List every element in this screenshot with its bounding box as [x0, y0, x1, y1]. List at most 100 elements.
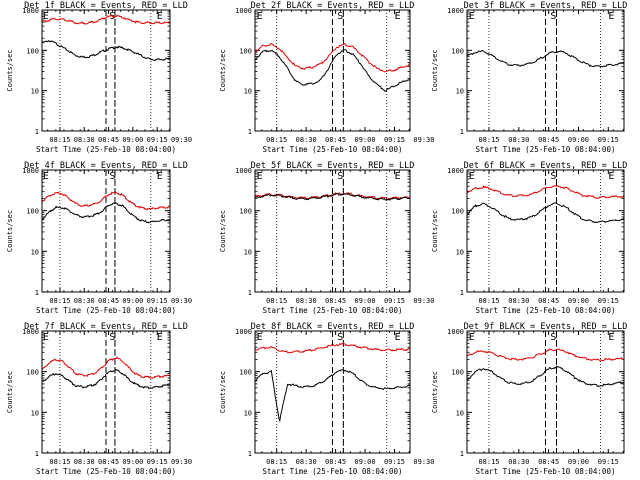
plot-frame: [41, 330, 171, 454]
x-tick-label: 09:15: [384, 136, 405, 144]
panel-title: Det 6f BLACK = Events, RED = LLD: [464, 161, 628, 171]
x-tick-label: 08:15: [478, 458, 499, 466]
y-tick-label: 1000: [447, 7, 464, 15]
x-axis-label: Start Time (25-Feb-10 08:04:00): [263, 145, 403, 154]
event-marker-label: E: [257, 332, 263, 343]
x-axis-label: Start Time (25-Feb-10 08:04:00): [263, 306, 403, 315]
series-line-1: [466, 49, 625, 68]
x-tick-label: 09:00: [122, 136, 143, 144]
series-line-2: [41, 14, 171, 25]
panel-det-7: Det 7f BLACK = Events, RED = LLD Counts/s…: [6, 322, 192, 476]
y-tick-label: 1: [35, 289, 39, 297]
x-tick-label: 08:30: [296, 297, 317, 305]
x-tick-label: 09:15: [598, 297, 619, 305]
x-tick-label: 08:45: [538, 136, 559, 144]
y-tick-label: 10: [244, 88, 252, 96]
panel-title: Det 3f BLACK = Events, RED = LLD: [464, 1, 628, 11]
y-tick-label: 1000: [22, 167, 39, 175]
y-tick-label: 10: [456, 88, 464, 96]
y-tick-label: 100: [239, 208, 252, 216]
y-tick-label: 1000: [22, 328, 39, 336]
plot-frame: [466, 169, 625, 293]
event-marker-label: S: [550, 11, 556, 22]
x-tick-label: 08:45: [98, 297, 119, 305]
x-tick-label: 09:15: [384, 297, 405, 305]
y-tick-label: 10: [31, 409, 39, 417]
plot-frame: [41, 169, 171, 293]
x-tick-label: 08:30: [296, 136, 317, 144]
event-marker-label: S: [337, 171, 343, 182]
event-marker-label: E: [608, 332, 614, 343]
y-tick-label: 1000: [235, 328, 252, 336]
y-tick-label: 100: [26, 208, 39, 216]
panel-title: Det 5f BLACK = Events, RED = LLD: [251, 161, 415, 171]
series-line-1: [466, 348, 625, 362]
y-tick-label: 1: [35, 450, 39, 458]
x-tick-label: 09:00: [568, 136, 589, 144]
y-tick-label: 1: [248, 289, 252, 297]
y-tick-label: 100: [451, 47, 464, 55]
panel-det-5: Det 5f BLACK = Events, RED = LLD Counts/s…: [219, 161, 434, 315]
x-tick-label: 08:45: [325, 458, 346, 466]
plot-frame: [254, 330, 411, 454]
event-marker-label: S: [550, 332, 556, 343]
x-tick-label: 08:45: [325, 136, 346, 144]
x-tick-label: 08:15: [49, 458, 70, 466]
plot-frame: [466, 330, 625, 454]
series-line-1: [466, 185, 625, 199]
series-line-1: [254, 342, 410, 354]
y-tick-label: 1: [460, 450, 464, 458]
y-tick-label: 10: [456, 409, 464, 417]
panel-det-4: Det 4f BLACK = Events, RED = LLD Counts/s…: [6, 161, 192, 315]
series-line-2: [254, 193, 411, 201]
y-tick-label: 100: [26, 369, 39, 377]
panel-title: Det 7f BLACK = Events, RED = LLD: [24, 322, 188, 332]
event-marker-label: S: [109, 332, 115, 343]
y-axis-label: Counts/sec: [431, 210, 439, 252]
series-line-2: [41, 369, 171, 390]
series-line-2: [254, 369, 411, 423]
event-marker-label: S: [109, 171, 115, 182]
plot-frame: [466, 9, 625, 132]
event-marker-label: E: [395, 171, 401, 182]
x-tick-label: 08:45: [538, 297, 559, 305]
x-axis-label: Start Time (25-Feb-10 08:04:00): [476, 306, 616, 315]
x-tick-label: 09:15: [147, 297, 168, 305]
panel-title: Det 1f BLACK = Events, RED = LLD: [24, 1, 188, 11]
y-tick-label: 100: [451, 208, 464, 216]
y-axis-label: Counts/sec: [431, 49, 439, 91]
y-axis-label: Counts/sec: [219, 371, 227, 413]
x-tick-label: 08:30: [508, 458, 529, 466]
x-tick-label: 09:00: [355, 136, 376, 144]
series-line-1: [41, 202, 171, 224]
x-tick-label: 09:00: [355, 297, 376, 305]
y-tick-label: 1000: [235, 7, 252, 15]
panel-title: Det 8f BLACK = Events, RED = LLD: [251, 322, 415, 332]
event-marker-label: E: [157, 11, 163, 22]
y-tick-label: 10: [244, 409, 252, 417]
y-tick-label: 100: [451, 369, 464, 377]
panel-det-2: Det 2f BLACK = Events, RED = LLD Counts/s…: [219, 1, 434, 154]
x-axis-label: Start Time (25-Feb-10 08:04:00): [476, 467, 616, 476]
x-tick-label: 09:30: [171, 136, 192, 144]
y-axis-label: Counts/sec: [6, 210, 14, 252]
y-tick-label: 10: [456, 248, 464, 256]
series-line-2: [41, 191, 170, 211]
x-tick-label: 08:30: [74, 136, 95, 144]
x-tick-label: 09:15: [384, 458, 405, 466]
x-tick-label: 08:45: [98, 136, 119, 144]
y-tick-label: 1000: [22, 7, 39, 15]
x-tick-label: 09:00: [122, 458, 143, 466]
y-tick-label: 1: [248, 128, 252, 136]
y-axis-label: Counts/sec: [6, 49, 14, 91]
panel-det-8: Det 8f BLACK = Events, RED = LLD Counts/s…: [219, 322, 434, 476]
x-axis-label: Start Time (25-Feb-10 08:04:00): [36, 306, 176, 315]
plot-frame: [41, 9, 171, 132]
x-tick-label: 09:15: [598, 136, 619, 144]
event-marker-label: E: [257, 171, 263, 182]
y-tick-label: 10: [31, 248, 39, 256]
panel-title: Det 9f BLACK = Events, RED = LLD: [464, 322, 628, 332]
y-axis-label: Counts/sec: [219, 49, 227, 91]
